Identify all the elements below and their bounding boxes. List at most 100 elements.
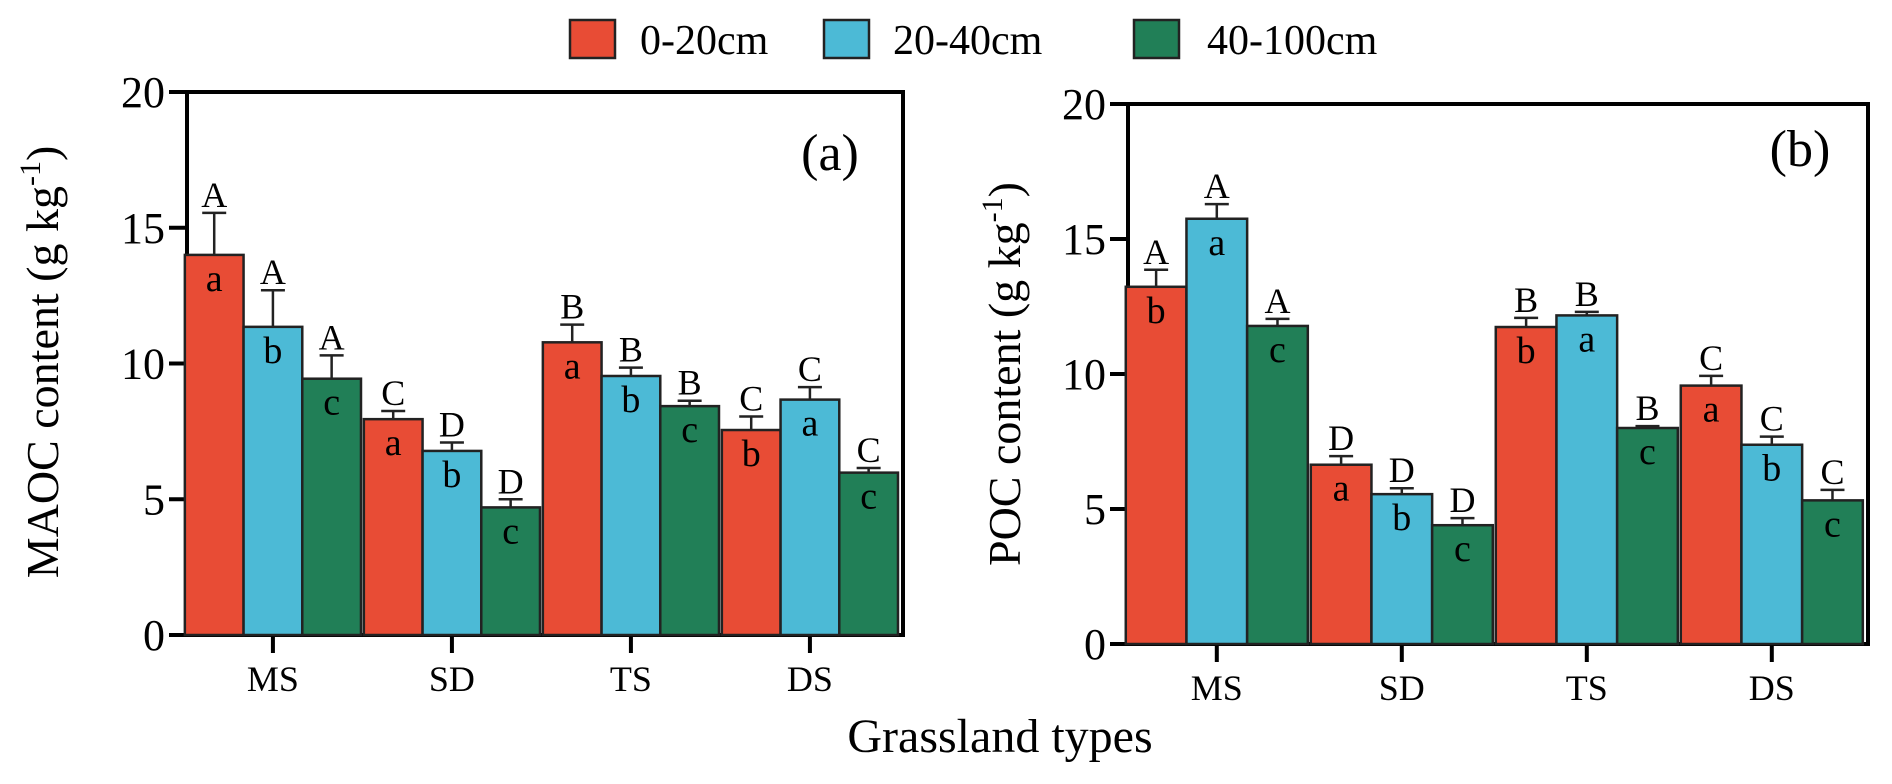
panel-tag: (b) (1770, 121, 1831, 178)
significance-letter-lower: c (1639, 431, 1656, 473)
bar-40-100cm-SD (480, 506, 542, 637)
y-axis-title-sup: -1 (14, 161, 47, 186)
significance-letter-upper: D (498, 461, 524, 501)
bar-0-20cm-MS (183, 253, 245, 637)
bar-20-40cm-DS (779, 398, 841, 637)
x-axis-title: Grassland types (847, 710, 1152, 763)
significance-letter-lower: a (1703, 389, 1720, 431)
significance-letter-lower: b (1517, 330, 1536, 372)
legend-swatch-40-100cm (1132, 18, 1181, 60)
y-axis-title-close: ) (17, 146, 68, 161)
significance-letter-upper: C (798, 349, 822, 389)
y-axis-title: POC content (g kg-1) (976, 182, 1030, 566)
legend-label: 20-40cm (893, 18, 1043, 64)
significance-letter-lower: a (1578, 318, 1595, 360)
x-tick-label: DS (1749, 668, 1795, 708)
y-tick-label: 10 (121, 340, 165, 389)
bar-40-100cm-TS (659, 404, 721, 637)
significance-letter-lower: b (1762, 448, 1781, 490)
bar-20-40cm-TS (600, 374, 662, 637)
bar-20-40cm-MS (242, 325, 304, 637)
y-axis-title: MAOC content (g kg-1) (14, 146, 68, 579)
legend-label: 40-100cm (1207, 18, 1378, 64)
bar-0-20cm-SD (362, 417, 424, 637)
significance-letter-upper: A (201, 175, 227, 215)
bar-20-40cm-TS (1555, 314, 1619, 646)
significance-letter-lower: b (621, 379, 640, 421)
y-axis-title-sup: -1 (976, 197, 1009, 222)
significance-letter-upper: A (1143, 232, 1169, 272)
x-tick-label: MS (247, 659, 299, 699)
significance-letter-upper: B (560, 287, 584, 327)
y-tick-label: 0 (1084, 620, 1106, 669)
legend-swatch-20-40cm (822, 18, 871, 60)
legend: 0-20cm 20-40cm 40-100cm (568, 18, 1378, 64)
significance-letter-upper: C (739, 378, 763, 418)
significance-letter-lower: c (1824, 503, 1841, 545)
y-axis-title-main: MAOC content (g kg (17, 186, 68, 578)
significance-letter-upper: D (1389, 450, 1415, 490)
y-axis-title-main: POC content (g kg (979, 222, 1030, 566)
significance-letter-lower: a (1208, 222, 1225, 264)
y-tick-label: 5 (143, 475, 165, 524)
bar-40-100cm-MS (1245, 324, 1310, 646)
significance-letter-upper: A (1264, 281, 1290, 321)
bar-40-100cm-TS (1615, 426, 1680, 646)
significance-letter-lower: c (1269, 329, 1286, 371)
significance-letter-lower: b (263, 330, 282, 372)
significance-letter-upper: B (1514, 280, 1538, 320)
x-tick-label: TS (1566, 668, 1608, 708)
y-tick-label: 20 (121, 68, 165, 117)
x-tick-label: DS (787, 659, 833, 699)
significance-letter-upper: C (1820, 452, 1844, 492)
significance-letter-lower: a (564, 345, 581, 387)
significance-letter-lower: c (323, 382, 340, 424)
significance-letter-upper: C (1760, 399, 1784, 439)
legend-label: 0-20cm (640, 18, 769, 64)
significance-letter-lower: c (1454, 528, 1471, 570)
significance-letter-upper: D (1328, 418, 1354, 458)
significance-letter-upper: A (1204, 166, 1230, 206)
bar-0-20cm-TS (541, 341, 603, 637)
significance-letter-lower: b (442, 454, 461, 496)
y-tick-label: 5 (1084, 485, 1106, 534)
significance-letter-lower: c (860, 476, 877, 518)
bar-0-20cm-MS (1124, 285, 1188, 646)
bar-20-40cm-MS (1185, 217, 1249, 646)
significance-letter-upper: B (1635, 388, 1659, 428)
significance-letter-upper: C (1699, 338, 1723, 378)
bar-40-100cm-DS (1800, 499, 1865, 646)
significance-letter-lower: a (801, 403, 818, 445)
significance-letter-lower: c (502, 510, 519, 552)
bar-0-20cm-DS (720, 428, 782, 637)
significance-letter-upper: C (857, 430, 881, 470)
x-tick-label: SD (1379, 668, 1425, 708)
bar-40-100cm-DS (838, 471, 900, 637)
x-tick-label: MS (1191, 668, 1243, 708)
significance-letter-lower: a (206, 258, 223, 300)
x-tick-label: TS (610, 659, 652, 699)
significance-letter-lower: a (385, 422, 402, 464)
significance-letter-lower: b (1392, 497, 1411, 539)
bar-0-20cm-TS (1494, 325, 1558, 646)
bar-20-40cm-DS (1740, 443, 1804, 646)
y-tick-label: 15 (1062, 215, 1106, 264)
significance-letter-upper: B (619, 330, 643, 370)
y-tick-label: 0 (143, 611, 165, 660)
y-axis-title-close: ) (979, 182, 1030, 197)
bar-40-100cm-MS (301, 377, 363, 637)
significance-letter-upper: B (678, 363, 702, 403)
significance-letter-lower: b (1147, 290, 1166, 332)
y-tick-label: 20 (1062, 80, 1106, 129)
significance-letter-upper: D (439, 405, 465, 445)
significance-letter-lower: c (681, 409, 698, 451)
significance-letter-upper: C (381, 373, 405, 413)
legend-swatch-0-20cm (568, 18, 617, 60)
panel-tag: (a) (801, 125, 859, 182)
significance-letter-upper: A (260, 252, 286, 292)
significance-letter-upper: A (319, 317, 345, 357)
y-tick-label: 15 (121, 204, 165, 253)
